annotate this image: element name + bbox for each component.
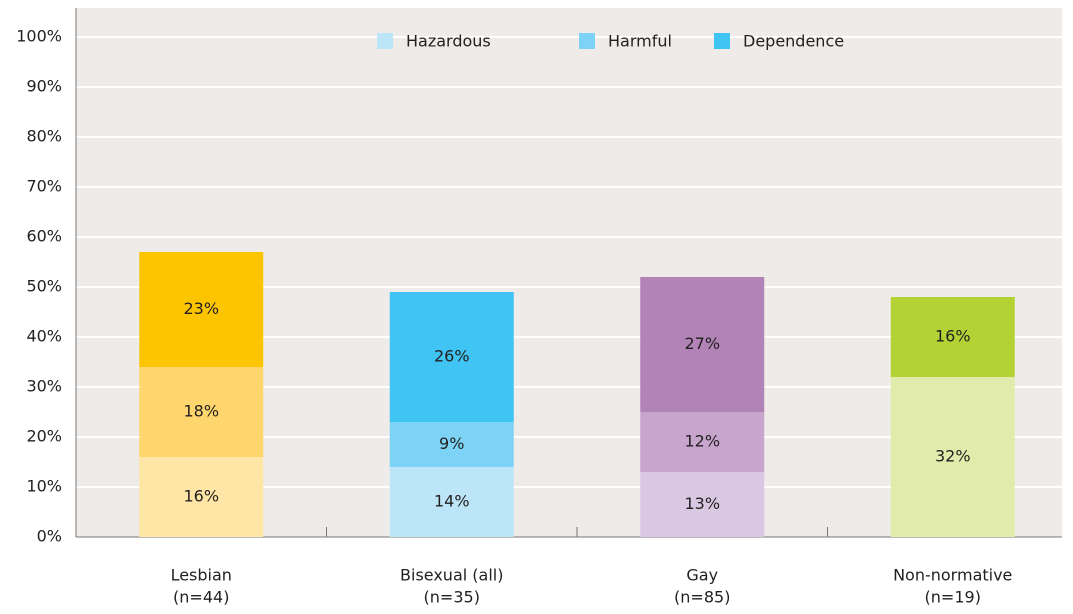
bar-segment: [139, 367, 264, 457]
y-tick-label: 70%: [26, 177, 62, 196]
bar-segment: [139, 252, 264, 367]
y-tick-label: 90%: [26, 77, 62, 96]
bar-segment: [640, 277, 765, 412]
y-tick-label: 10%: [26, 477, 62, 496]
y-tick-label: 0%: [37, 527, 62, 546]
x-tick-label: Bisexual (all): [400, 566, 503, 585]
data-label: 13%: [684, 494, 720, 513]
data-label: 9%: [439, 434, 464, 453]
data-label: 16%: [935, 327, 971, 346]
data-label: 18%: [183, 402, 219, 421]
y-tick-label: 60%: [26, 227, 62, 246]
x-tick-label: Non-normative: [893, 566, 1012, 585]
y-tick-label: 50%: [26, 277, 62, 296]
bar-segment: [890, 297, 1015, 377]
y-tick-label: 80%: [26, 127, 62, 146]
bar-segment: [389, 422, 514, 467]
bar-segment: [890, 377, 1015, 537]
data-label: 16%: [183, 487, 219, 506]
legend-label: Hazardous: [406, 32, 491, 51]
legend-swatch: [377, 33, 393, 49]
data-label: 32%: [935, 447, 971, 466]
bar-segment: [640, 412, 765, 472]
data-label: 23%: [183, 299, 219, 318]
x-tick-label: Lesbian: [171, 566, 232, 585]
x-tick-note: (n=19): [925, 588, 981, 607]
data-label: 14%: [434, 492, 470, 511]
x-tick-label: Gay: [686, 566, 718, 585]
x-tick-note: (n=85): [674, 588, 730, 607]
y-tick-label: 100%: [16, 27, 62, 46]
legend-swatch: [714, 33, 730, 49]
data-label: 26%: [434, 347, 470, 366]
y-tick-label: 20%: [26, 427, 62, 446]
bar-segment: [389, 292, 514, 422]
bar-segment: [389, 467, 514, 537]
bar-segment: [139, 457, 264, 537]
legend-label: Dependence: [743, 32, 844, 51]
legend-label: Harmful: [608, 32, 672, 51]
data-label: 12%: [684, 432, 720, 451]
data-label: 27%: [684, 334, 720, 353]
legend-swatch: [579, 33, 595, 49]
y-tick-label: 30%: [26, 377, 62, 396]
bar-segment: [640, 472, 765, 537]
x-tick-note: (n=44): [173, 588, 229, 607]
x-tick-note: (n=35): [424, 588, 480, 607]
y-tick-label: 40%: [26, 327, 62, 346]
